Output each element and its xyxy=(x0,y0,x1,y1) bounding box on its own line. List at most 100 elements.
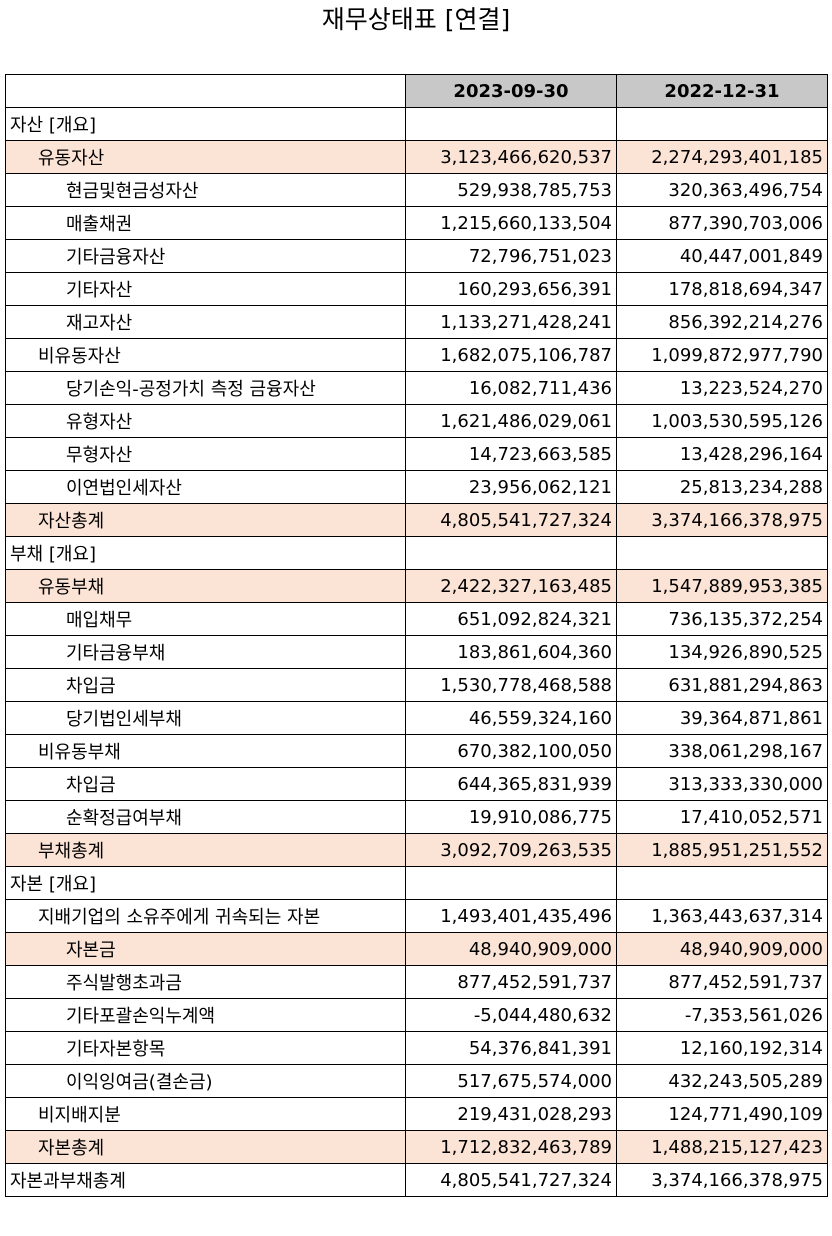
row-label: 기타자산 xyxy=(5,272,406,306)
row-label: 이연법인세자산 xyxy=(5,470,406,504)
value-current: 16,082,711,436 xyxy=(405,371,617,405)
value-previous: 432,243,505,289 xyxy=(616,1064,828,1098)
value-previous: 2,274,293,401,185 xyxy=(616,140,828,174)
value-current: 1,712,832,463,789 xyxy=(405,1130,617,1164)
value-current: 1,133,271,428,241 xyxy=(405,305,617,339)
table-row: 당기손익-공정가치 측정 금융자산 16,082,711,436 13,223,52… xyxy=(5,371,828,405)
row-label: 기타포괄손익누계액 xyxy=(5,998,406,1032)
row-label: 자본 [개요] xyxy=(5,866,406,900)
row-label: 무형자산 xyxy=(5,437,406,471)
value-previous: 25,813,234,288 xyxy=(616,470,828,504)
table-row: 기타포괄손익누계액 -5,044,480,632 -7,353,561,026 xyxy=(5,998,828,1032)
row-label: 자산 [개요] xyxy=(5,107,406,141)
table-row: 자본 [개요] xyxy=(5,866,828,900)
table-row: 비유동자산 1,682,075,106,787 1,099,872,977,790 xyxy=(5,338,828,372)
value-current: 2,422,327,163,485 xyxy=(405,569,617,603)
value-previous: 877,390,703,006 xyxy=(616,206,828,240)
row-label: 차입금 xyxy=(5,668,406,702)
page-title: 재무상태표 [연결] xyxy=(321,5,511,34)
table-row: 현금및현금성자산 529,938,785,753 320,363,496,754 xyxy=(5,173,828,207)
row-label: 기타자본항목 xyxy=(5,1031,406,1065)
value-current: 1,493,401,435,496 xyxy=(405,899,617,933)
value-current: 160,293,656,391 xyxy=(405,272,617,306)
value-current: 46,559,324,160 xyxy=(405,701,617,735)
value-previous xyxy=(616,536,828,570)
row-label: 순확정급여부채 xyxy=(5,800,406,834)
value-previous: 48,940,909,000 xyxy=(616,932,828,966)
value-current: 14,723,663,585 xyxy=(405,437,617,471)
value-previous: 13,428,296,164 xyxy=(616,437,828,471)
row-label: 유동자산 xyxy=(5,140,406,174)
value-previous: 736,135,372,254 xyxy=(616,602,828,636)
value-previous: 320,363,496,754 xyxy=(616,173,828,207)
value-current xyxy=(405,536,617,570)
row-label: 유동부채 xyxy=(5,569,406,603)
row-label: 기타금융부채 xyxy=(5,635,406,669)
table-row: 비유동부채 670,382,100,050 338,061,298,167 xyxy=(5,734,828,768)
row-label: 당기법인세부채 xyxy=(5,701,406,735)
header-row: 2023-09-30 2022-12-31 xyxy=(5,74,828,108)
table-row: 기타자본항목 54,376,841,391 12,160,192,314 xyxy=(5,1031,828,1065)
row-label: 차입금 xyxy=(5,767,406,801)
value-current: 877,452,591,737 xyxy=(405,965,617,999)
table-row: 자본금 48,940,909,000 48,940,909,000 xyxy=(5,932,828,966)
value-current: 670,382,100,050 xyxy=(405,734,617,768)
table-row: 재고자산 1,133,271,428,241 856,392,214,276 xyxy=(5,305,828,339)
value-current: 54,376,841,391 xyxy=(405,1031,617,1065)
value-current: 4,805,541,727,324 xyxy=(405,503,617,537)
value-current: 1,682,075,106,787 xyxy=(405,338,617,372)
value-current: 183,861,604,360 xyxy=(405,635,617,669)
balance-sheet-table: 2023-09-30 2022-12-31 자산 [개요] 유동자산 3,123,4… xyxy=(5,74,828,1197)
row-label: 매입채무 xyxy=(5,602,406,636)
value-previous: 39,364,871,861 xyxy=(616,701,828,735)
value-previous: 40,447,001,849 xyxy=(616,239,828,273)
value-current: 644,365,831,939 xyxy=(405,767,617,801)
row-label: 당기손익-공정가치 측정 금융자산 xyxy=(5,371,406,405)
value-previous: 1,885,951,251,552 xyxy=(616,833,828,867)
value-previous: 1,488,215,127,423 xyxy=(616,1130,828,1164)
table-row: 자본과부채총계 4,805,541,727,324 3,374,166,378,97… xyxy=(5,1163,828,1197)
value-current xyxy=(405,107,617,141)
row-label: 주식발행초과금 xyxy=(5,965,406,999)
row-label: 비지배지분 xyxy=(5,1097,406,1131)
table-row: 유형자산 1,621,486,029,061 1,003,530,595,126 xyxy=(5,404,828,438)
table-row: 비지배지분 219,431,028,293 124,771,490,109 xyxy=(5,1097,828,1131)
row-label: 기타금융자산 xyxy=(5,239,406,273)
row-label: 자산총계 xyxy=(5,503,406,537)
table-row: 지배기업의 소유주에게 귀속되는 자본 1,493,401,435,496 1,36… xyxy=(5,899,828,933)
value-previous: 3,374,166,378,975 xyxy=(616,1163,828,1197)
table-row: 순확정급여부채 19,910,086,775 17,410,052,571 xyxy=(5,800,828,834)
value-previous: 856,392,214,276 xyxy=(616,305,828,339)
row-label: 부채 [개요] xyxy=(5,536,406,570)
value-current: 1,530,778,468,588 xyxy=(405,668,617,702)
row-label: 자본과부채총계 xyxy=(5,1163,406,1197)
value-current xyxy=(405,866,617,900)
value-previous: 313,333,330,000 xyxy=(616,767,828,801)
value-current: 4,805,541,727,324 xyxy=(405,1163,617,1197)
header-date-current: 2023-09-30 xyxy=(405,74,617,108)
value-previous: 12,160,192,314 xyxy=(616,1031,828,1065)
table-row: 매입채무 651,092,824,321 736,135,372,254 xyxy=(5,602,828,636)
value-current: 219,431,028,293 xyxy=(405,1097,617,1131)
value-previous: -7,353,561,026 xyxy=(616,998,828,1032)
row-label: 유형자산 xyxy=(5,404,406,438)
header-date-previous: 2022-12-31 xyxy=(616,74,828,108)
table-row: 무형자산 14,723,663,585 13,428,296,164 xyxy=(5,437,828,471)
row-label: 지배기업의 소유주에게 귀속되는 자본 xyxy=(5,899,406,933)
value-current: 517,675,574,000 xyxy=(405,1064,617,1098)
value-current: -5,044,480,632 xyxy=(405,998,617,1032)
row-label: 부채총계 xyxy=(5,833,406,867)
table-row: 부채총계 3,092,709,263,535 1,885,951,251,552 xyxy=(5,833,828,867)
table-row: 주식발행초과금 877,452,591,737 877,452,591,737 xyxy=(5,965,828,999)
value-current: 23,956,062,121 xyxy=(405,470,617,504)
value-previous: 1,099,872,977,790 xyxy=(616,338,828,372)
value-current: 3,092,709,263,535 xyxy=(405,833,617,867)
value-previous: 13,223,524,270 xyxy=(616,371,828,405)
value-previous: 877,452,591,737 xyxy=(616,965,828,999)
table-row: 차입금 644,365,831,939 313,333,330,000 xyxy=(5,767,828,801)
value-current: 3,123,466,620,537 xyxy=(405,140,617,174)
value-previous xyxy=(616,107,828,141)
table-row: 차입금 1,530,778,468,588 631,881,294,863 xyxy=(5,668,828,702)
table-row: 부채 [개요] xyxy=(5,536,828,570)
table-row: 기타자산 160,293,656,391 178,818,694,347 xyxy=(5,272,828,306)
